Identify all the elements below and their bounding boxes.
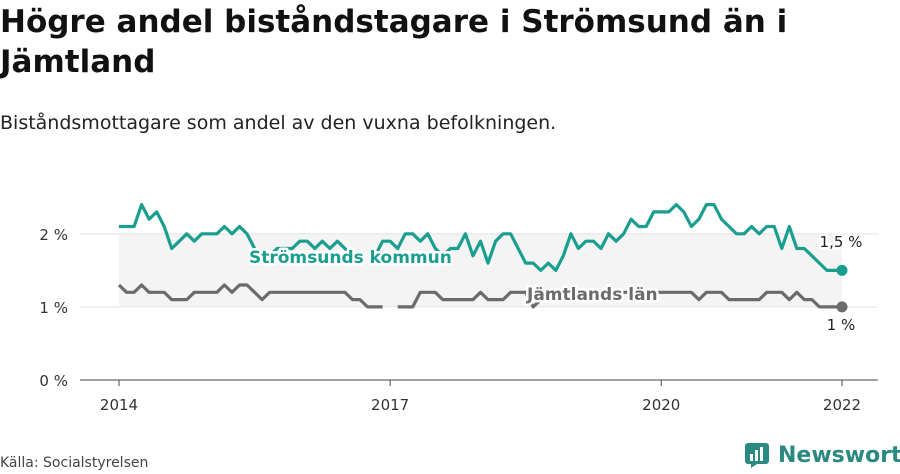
x-tick-label: 2022 bbox=[823, 396, 861, 414]
stromsund-line bbox=[119, 203, 842, 272]
x-tick-label: 2014 bbox=[100, 396, 138, 414]
jamtland-end-point bbox=[836, 301, 848, 313]
x-tick-label: 2017 bbox=[371, 396, 409, 414]
y-tick-label: 0 % bbox=[39, 372, 68, 390]
brand-name: Newsworthy bbox=[778, 442, 900, 468]
y-tick-label: 1 % bbox=[39, 299, 68, 317]
jamtland-line bbox=[117, 283, 842, 309]
jamtland-series-label: Jämtlands län bbox=[526, 285, 658, 305]
chart-title: Högre andel biståndstagare i Strömsund ä… bbox=[0, 4, 788, 80]
series-labels: Strömsunds kommun Jämtlands län 1,5 % 1 % bbox=[247, 231, 865, 337]
source-note: Källa: Socialstyrelsen bbox=[0, 455, 149, 471]
stromsund-series-label: Strömsunds kommun bbox=[249, 248, 452, 268]
jamtland-end-label: 1 % bbox=[827, 316, 856, 334]
series-lines bbox=[117, 203, 848, 313]
stromsund-end-point bbox=[836, 264, 848, 276]
axes: 0 % 1 % 2 % 2014 2017 2020 2022 bbox=[39, 226, 878, 414]
newsworthy-logo-icon bbox=[745, 443, 769, 468]
x-tick-label: 2020 bbox=[642, 396, 680, 414]
stromsund-end-label: 1,5 % bbox=[820, 233, 863, 251]
brand-logo[interactable]: Newsworthy bbox=[744, 442, 900, 468]
chart-subtitle: Biståndsmottagare som andel av den vuxna… bbox=[0, 112, 557, 134]
y-tick-label: 2 % bbox=[39, 226, 68, 244]
